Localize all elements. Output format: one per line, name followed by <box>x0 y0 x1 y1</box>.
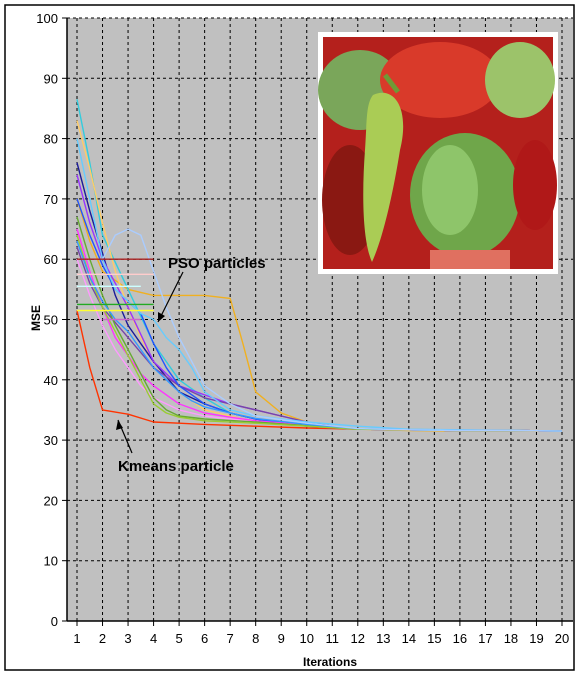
x-tick-label: 2 <box>99 631 106 646</box>
y-tick-label: 90 <box>44 71 58 86</box>
pso-annotation: PSO particles <box>168 255 266 272</box>
x-tick-label: 10 <box>300 631 314 646</box>
pepper-light-right <box>485 42 555 118</box>
series-line-15 <box>101 228 563 432</box>
y-axis-title: MSE <box>29 305 43 331</box>
x-tick-label: 8 <box>252 631 259 646</box>
pso-arrow <box>157 271 184 323</box>
y-tick-label: 0 <box>51 614 58 629</box>
kmeans-annotation: Kmeans particle <box>118 458 234 475</box>
x-tick-label: 20 <box>555 631 569 646</box>
kmeans-arrow-head <box>116 420 123 430</box>
y-tick-label: 50 <box>44 313 58 328</box>
x-tick-label: 4 <box>150 631 157 646</box>
pepper-bottom-patch <box>430 250 510 269</box>
y-tick-label: 10 <box>44 554 58 569</box>
x-tick-label: 15 <box>427 631 441 646</box>
pepper-red-right <box>513 140 557 230</box>
x-tick-label: 12 <box>351 631 365 646</box>
x-tick-label: 9 <box>278 631 285 646</box>
pepper-red-top <box>380 42 500 118</box>
x-tick-labels: 1 2 3 4 5 6 7 8 9 10 11 12 13 14 15 16 17 18 19 20 <box>73 621 569 646</box>
x-tick-label: 7 <box>227 631 234 646</box>
pepper-green-highlight <box>422 145 478 235</box>
y-tick-label: 80 <box>44 132 58 147</box>
peppers-image <box>318 32 558 274</box>
data-series <box>76 99 563 432</box>
pepper-yellow-long <box>363 92 404 262</box>
x-tick-label: 6 <box>201 631 208 646</box>
x-tick-label: 18 <box>504 631 518 646</box>
x-axis-title: Iterations <box>303 655 357 669</box>
x-tick-label: 3 <box>124 631 131 646</box>
x-tick-label: 16 <box>453 631 467 646</box>
x-tick-label: 14 <box>402 631 416 646</box>
x-tick-label: 5 <box>175 631 182 646</box>
x-tick-label: 1 <box>73 631 80 646</box>
pepper-stem <box>383 73 400 94</box>
x-tick-label: 11 <box>326 631 340 646</box>
x-tick-label: 19 <box>529 631 543 646</box>
y-tick-labels: 0 10 20 30 40 50 60 70 80 90 100 <box>36 11 67 629</box>
y-tick-label: 100 <box>36 11 58 26</box>
y-tick-label: 60 <box>44 252 58 267</box>
y-tick-label: 30 <box>44 433 58 448</box>
x-tick-label: 17 <box>478 631 492 646</box>
x-tick-label: 13 <box>376 631 390 646</box>
y-tick-label: 70 <box>44 192 58 207</box>
y-tick-label: 20 <box>44 493 58 508</box>
y-tick-label: 40 <box>44 373 58 388</box>
pso-arrow-head <box>158 312 165 322</box>
